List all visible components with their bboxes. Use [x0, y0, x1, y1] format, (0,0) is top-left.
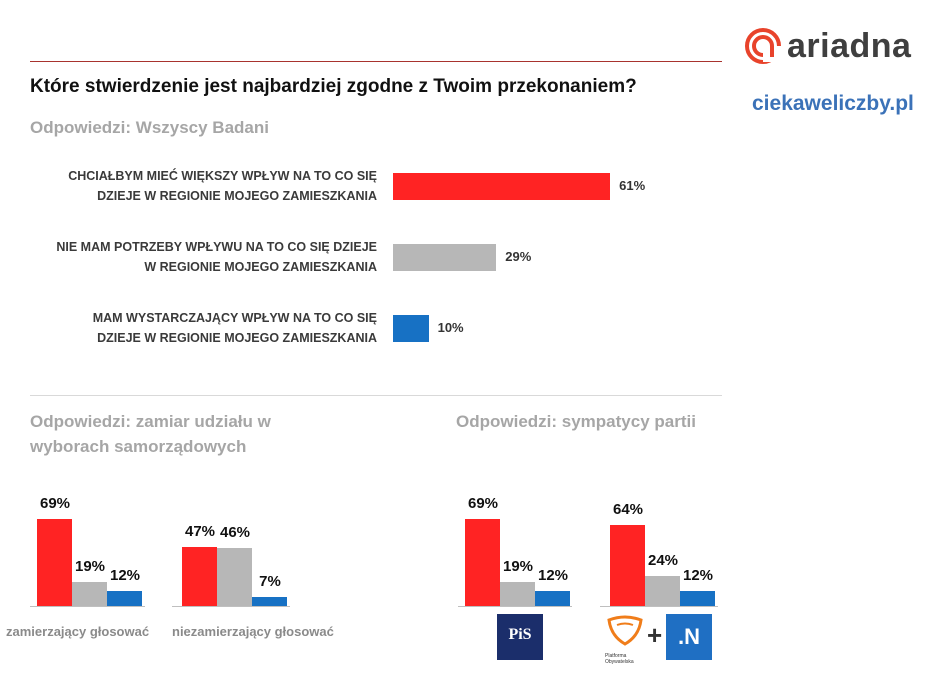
vbar-value-turnout-0-2: 12%	[109, 566, 141, 584]
vbar-turnout-0-1	[72, 582, 107, 606]
bar-label-1-line-1: W REGIONIE MOJEGO ZAMIESZKANIA	[144, 260, 377, 274]
section-title-parties: Odpowiedzi: sympatycy partii	[456, 412, 696, 431]
axis-turnout-1	[172, 606, 290, 607]
vbar-party-1-1	[645, 575, 680, 606]
vbar-party-0-1	[500, 582, 535, 606]
page-title: Które stwierdzenie jest najbardziej zgod…	[30, 76, 637, 97]
po-logo-text: Platforma Obywatelska	[605, 653, 634, 665]
pis-logo-text: PiS	[508, 626, 532, 643]
bar-label-1: NIE MAM POTRZEBY WPŁYWU NA TO CO SIĘ DZI…	[56, 237, 377, 277]
header-divider	[30, 61, 722, 62]
vbar-turnout-1-2	[252, 597, 287, 606]
hbar-value-0: 61%	[619, 178, 646, 193]
vbar-value-party-1-0: 64%	[612, 501, 644, 519]
vbar-value-party-1-1: 24%	[647, 551, 679, 569]
hbar-value-2: 10%	[437, 320, 464, 335]
chart-subtitle: Odpowiedzi: Wszyscy Badani	[30, 118, 269, 137]
axis-turnout-0	[30, 606, 145, 607]
po-logo-icon	[607, 615, 643, 646]
nowoczesna-logo: .N	[666, 614, 712, 660]
bar-label-0-line-1: DZIEJE W REGIONIE MOJEGO ZAMIESZKANIA	[97, 189, 377, 203]
plus-sign: +	[647, 620, 663, 650]
vbar-turnout-0-2	[107, 590, 142, 606]
group-label-voting: zamierzający głosować	[6, 624, 150, 639]
po-logo: Platforma Obywatelska	[605, 614, 645, 665]
vbar-party-1-0	[610, 525, 645, 606]
bar-label-2-line-1: DZIEJE W REGIONIE MOJEGO ZAMIESZKANIA	[97, 331, 377, 345]
vbar-value-party-0-0: 69%	[467, 495, 499, 513]
vbar-value-turnout-0-0: 69%	[39, 495, 71, 513]
brand-logo: ariadna	[743, 26, 911, 66]
brand-name: ariadna	[787, 26, 912, 65]
vbar-turnout-1-0	[182, 546, 217, 606]
vbar-turnout-0-0	[37, 519, 72, 606]
vbar-turnout-1-1	[217, 548, 252, 606]
section-title-turnout: Odpowiedzi: zamiar udziału w wyborach sa…	[30, 409, 271, 459]
vbar-value-party-1-2: 12%	[682, 566, 714, 584]
bar-label-2-line-0: MAM WYSTARCZAJĄCY WPŁYW NA TO CO SIĘ	[92, 311, 377, 325]
group-label-not-voting: niezamierzający głosować	[172, 624, 334, 639]
vbar-party-1-2	[680, 590, 715, 606]
axis-party-1	[600, 606, 718, 607]
bar-label-2: MAM WYSTARCZAJĄCY WPŁYW NA TO CO SIĘ DZIE…	[93, 308, 377, 348]
bar-label-0: CHCIAŁBYM MIEĆ WIĘKSZY WPŁYW NA TO CO SI…	[68, 166, 377, 206]
vbar-value-turnout-0-1: 19%	[74, 558, 106, 576]
vbar-value-turnout-1-0: 47%	[184, 522, 216, 540]
vbar-party-0-0	[465, 519, 500, 606]
site-url: ciekaweliczby.pl	[752, 92, 914, 115]
bar-label-0-line-0: CHCIAŁBYM MIEĆ WIĘKSZY WPŁYW NA TO CO SI…	[68, 169, 377, 183]
hbar-1	[393, 244, 497, 271]
axis-party-0	[458, 606, 572, 607]
vbar-value-turnout-1-1: 46%	[219, 524, 251, 542]
hbar-0	[393, 173, 611, 200]
bar-label-1-line-0: NIE MAM POTRZEBY WPŁYWU NA TO CO SIĘ DZI…	[56, 240, 377, 254]
hbar-2	[393, 315, 429, 342]
vbar-value-party-0-2: 12%	[537, 566, 569, 584]
vbar-value-turnout-1-2: 7%	[259, 573, 281, 591]
nowoczesna-logo-text: .N	[678, 624, 700, 649]
vbar-value-party-0-1: 19%	[502, 558, 534, 576]
section-title-turnout-line1: Odpowiedzi: zamiar udziału w	[30, 412, 271, 431]
section-divider	[30, 395, 722, 396]
hbar-value-1: 29%	[505, 249, 532, 264]
ariadna-logo-icon	[745, 28, 781, 64]
pis-logo: PiS	[497, 614, 543, 660]
section-title-turnout-line2: wyborach samorządowych	[30, 437, 247, 456]
vbar-party-0-2	[535, 590, 570, 606]
